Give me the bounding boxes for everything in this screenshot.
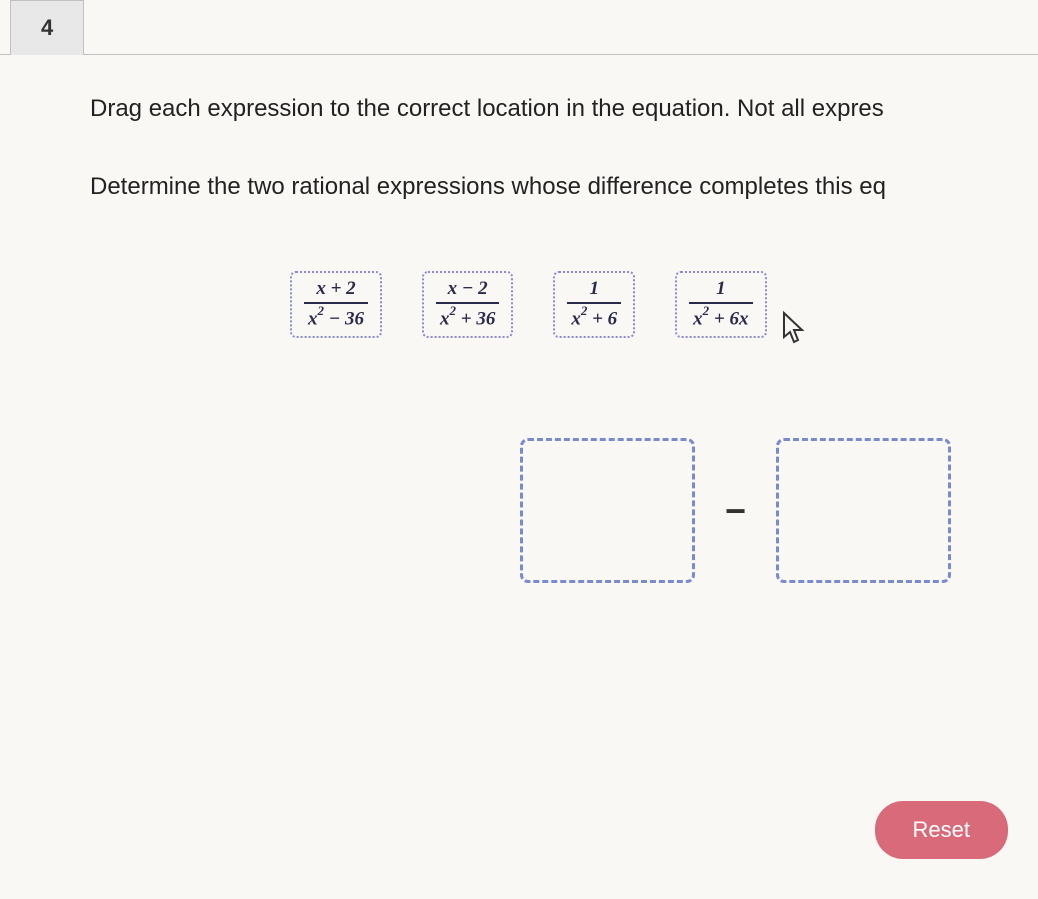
denominator: x2 + 6x	[689, 302, 752, 330]
draggable-tile-4[interactable]: 1 x2 + 6x	[675, 271, 766, 338]
drop-zone-2[interactable]	[776, 438, 951, 583]
draggable-tile-1[interactable]: x + 2 x2 − 36	[290, 271, 382, 338]
minus-operator: −	[725, 490, 746, 532]
cursor-svg	[780, 311, 808, 347]
denominator: x2 − 36	[304, 302, 368, 330]
question-number-tab: 4	[10, 0, 84, 55]
fraction-1: x + 2 x2 − 36	[304, 279, 368, 330]
fraction-2: x − 2 x2 + 36	[436, 279, 499, 330]
drop-zone-1[interactable]	[520, 438, 695, 583]
page-container: 4 Drag each expression to the correct lo…	[0, 0, 1038, 899]
numerator: 1	[712, 279, 730, 302]
numerator: x − 2	[444, 279, 492, 302]
instruction-text: Drag each expression to the correct loca…	[90, 95, 1038, 123]
equation-area: −	[520, 438, 1038, 583]
denominator: x2 + 36	[436, 302, 499, 330]
draggable-tile-2[interactable]: x − 2 x2 + 36	[422, 271, 513, 338]
numerator: x + 2	[312, 279, 359, 302]
fraction-3: 1 x2 + 6	[567, 279, 621, 330]
cursor-icon	[780, 311, 808, 355]
prompt-text: Determine the two rational expressions w…	[90, 173, 1038, 201]
reset-button[interactable]: Reset	[875, 801, 1008, 859]
content-area: Drag each expression to the correct loca…	[0, 55, 1038, 583]
denominator: x2 + 6	[567, 302, 621, 330]
question-number: 4	[41, 15, 53, 40]
draggables-row: x + 2 x2 − 36 x − 2 x2 + 36 1 x2 + 6 1	[290, 271, 1038, 338]
numerator: 1	[586, 279, 604, 302]
draggable-tile-3[interactable]: 1 x2 + 6	[553, 271, 635, 338]
fraction-4: 1 x2 + 6x	[689, 279, 752, 330]
